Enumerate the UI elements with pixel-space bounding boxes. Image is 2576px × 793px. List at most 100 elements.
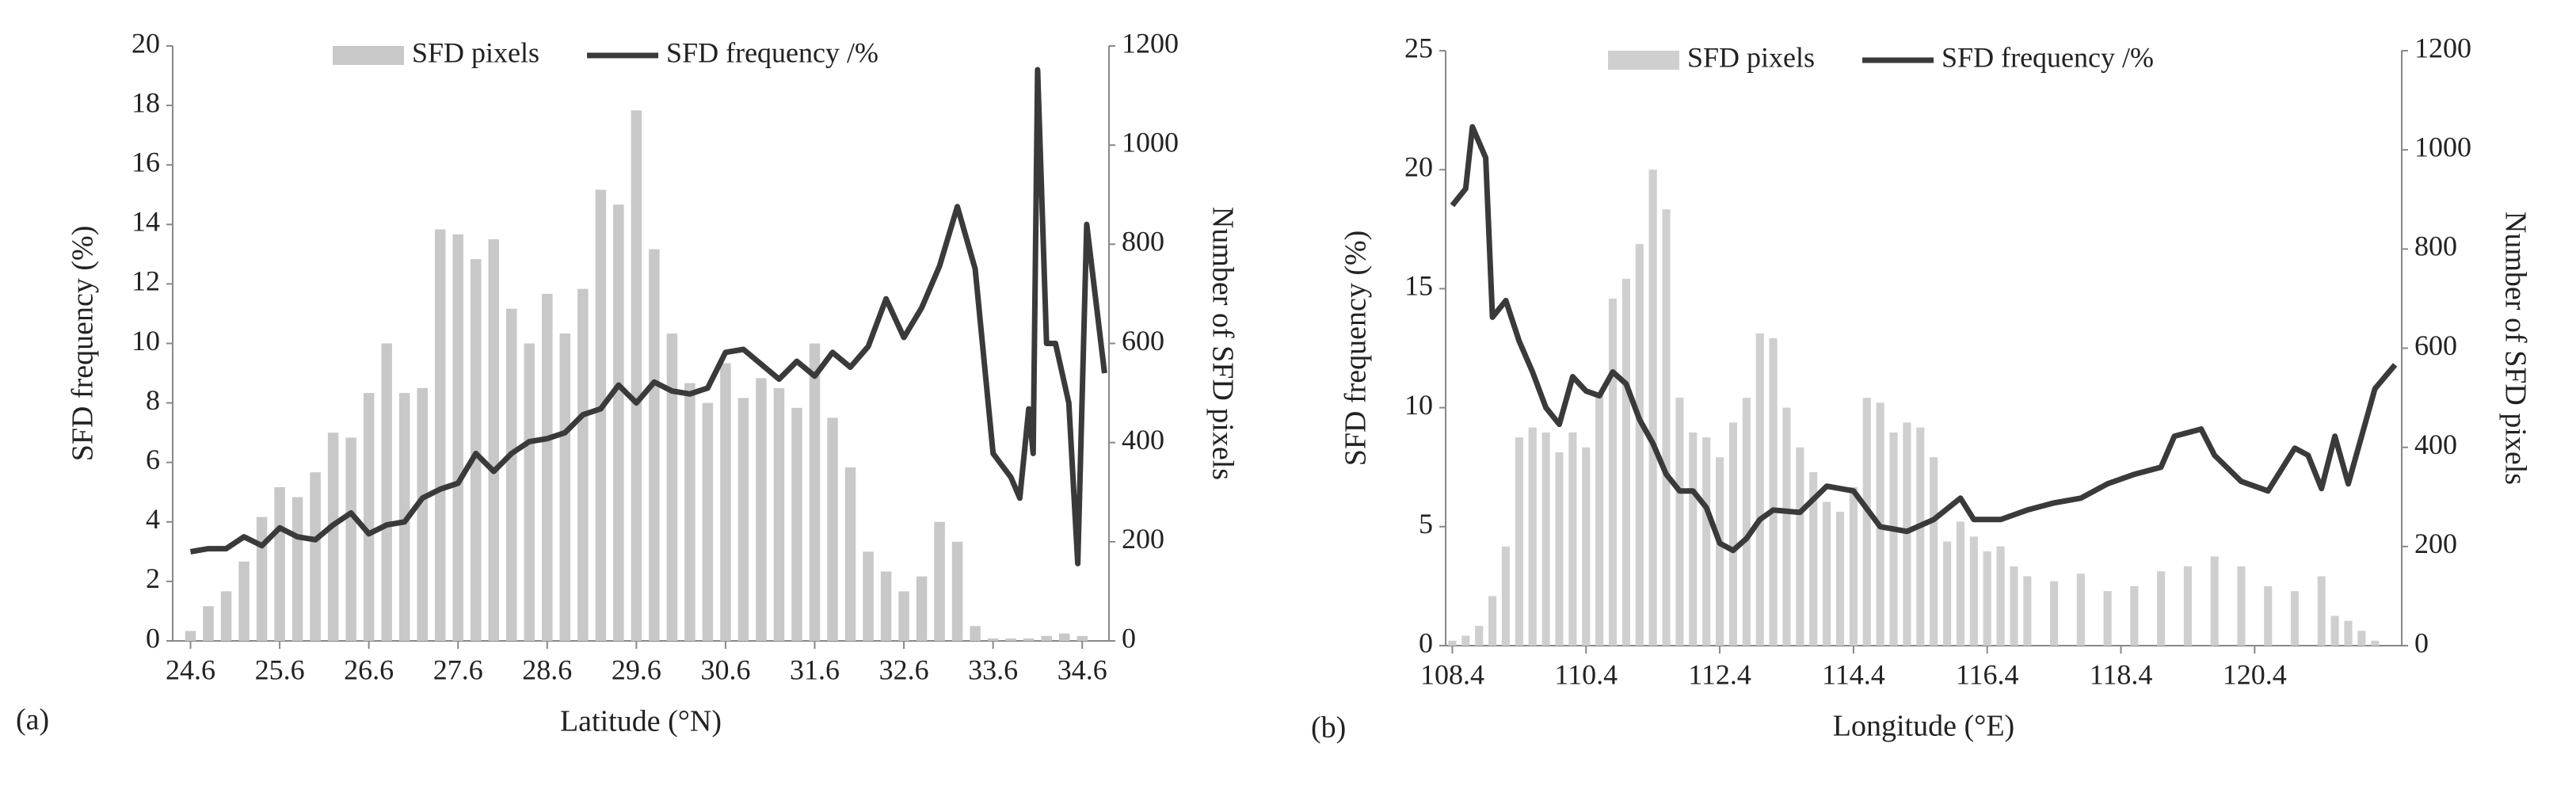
y-tick-label: 16 [131,146,160,177]
bar [327,433,339,641]
bar [238,561,250,641]
x-tick-label: 108.4 [1420,658,1484,690]
x-axis-title: Longitude (°E) [1833,710,2014,743]
bar [934,521,945,641]
bar [542,293,553,641]
bar [2010,566,2018,646]
x-tick-label: 30.6 [700,654,750,685]
line [1450,124,2398,554]
x-tick-label: 29.6 [612,654,661,685]
bar [1461,635,1470,646]
bar [452,234,463,642]
bar [773,387,785,641]
bar [844,467,856,641]
bar [1742,398,1751,646]
x-tick-label: 28.6 [522,654,572,685]
y2-tick-label: 200 [2414,528,2457,559]
y2-tick-label: 800 [2414,231,2457,262]
bar [363,393,375,641]
bar [2103,591,2112,646]
bar [434,229,446,641]
bar [1689,432,1698,646]
bar [1916,427,1925,646]
y-tick-label: 6 [146,444,160,475]
bar [345,437,356,641]
x-tick-label: 118.4 [2090,658,2153,690]
bar [2357,631,2366,646]
bar [702,402,714,641]
bar [1702,437,1711,646]
bar [2290,591,2300,646]
y-tick-label: 0 [146,622,160,654]
y2-tick-label: 1000 [2414,131,2471,162]
bar [987,638,999,641]
bar [1889,432,1898,646]
y-tick-label: 10 [131,325,160,356]
x-tick-label: 24.6 [166,654,215,685]
bar [880,571,892,641]
bar [506,308,517,641]
bar [916,576,928,641]
line [189,67,1107,566]
y-tick-label: 18 [131,86,160,118]
bar [951,541,963,641]
bar [470,259,482,641]
y-tick-label: 20 [131,27,160,59]
bar [1058,633,1070,641]
bar [1488,596,1497,646]
bar [2210,556,2219,646]
bar [1956,521,1964,646]
bar [1005,638,1016,641]
y2-axis-title: Number of SFD pixels [1206,207,1239,480]
bar [1608,298,1618,646]
x-tick-label: 112.4 [1688,658,1751,690]
y2-tick-label: 200 [1122,523,1164,555]
bar [488,239,500,641]
bar [417,387,428,641]
bar [809,343,821,641]
y2-tick-label: 400 [2414,429,2457,460]
bar [310,472,321,641]
bar [720,363,731,641]
bar [756,378,767,641]
bar [559,333,571,641]
y-tick-label: 8 [146,384,160,416]
bar [2183,566,2192,646]
bar [1662,209,1671,646]
bar [2344,620,2353,646]
bar [631,110,642,641]
panel-label: (a) [16,703,49,737]
legend-swatch [333,46,404,65]
bar [1675,398,1684,646]
x-tick-label: 26.6 [344,654,394,685]
bar [613,204,624,641]
bar [1969,536,1978,646]
bar [1823,501,1831,646]
bar [398,393,410,641]
y-tick-label: 10 [1404,389,1433,421]
bar [1041,635,1052,641]
bar [1809,471,1818,646]
bar [666,333,678,641]
y2-axis-title: Number of SFD pixels [2498,212,2532,485]
bar [970,626,981,641]
legend-label: SFD frequency /% [666,36,878,68]
y2-tick-label: 1200 [1122,27,1179,59]
bar [1448,640,1457,646]
y-axis-title: SFD frequency (%) [1339,231,1373,467]
bar [2317,576,2326,646]
y-tick-label: 5 [1419,508,1433,539]
bar [1515,437,1523,646]
bar [2237,566,2246,646]
x-tick-label: 116.4 [1956,658,2019,690]
bar [220,591,232,641]
bar [1077,635,1088,641]
bar [1635,244,1644,646]
legend-label: SFD pixels [1687,41,1815,73]
y2-tick-label: 1000 [1122,126,1179,158]
y-tick-label: 20 [1404,151,1433,182]
legend-label: SFD frequency /% [1942,41,2154,73]
x-axis-title: Latitude (°N) [560,705,722,738]
legend-label: SFD pixels [412,36,539,68]
